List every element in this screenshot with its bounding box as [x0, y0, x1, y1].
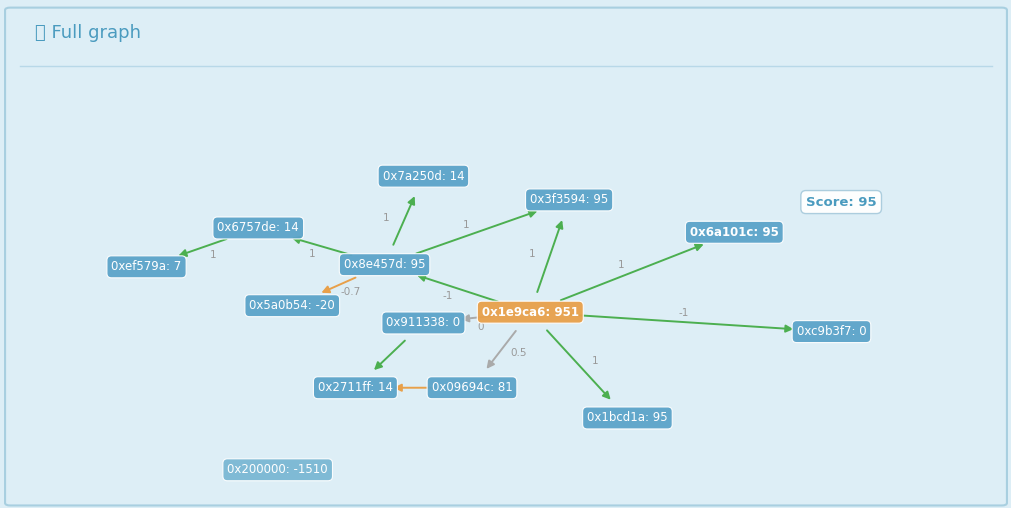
Text: 0x8e457d: 95: 0x8e457d: 95 — [344, 258, 425, 271]
Text: 1: 1 — [617, 260, 624, 270]
Text: 0: 0 — [477, 322, 483, 332]
Text: -1: -1 — [677, 308, 687, 318]
Text: 0xef579a: 7: 0xef579a: 7 — [111, 260, 182, 273]
Text: 0x3f3594: 95: 0x3f3594: 95 — [530, 194, 608, 206]
Text: -0.7: -0.7 — [340, 287, 360, 297]
Text: 0x1bcd1a: 95: 0x1bcd1a: 95 — [586, 411, 667, 425]
Text: 1: 1 — [463, 220, 469, 230]
Text: 0x2711ff: 14: 0x2711ff: 14 — [317, 381, 392, 394]
Text: 0x911338: 0: 0x911338: 0 — [386, 316, 460, 330]
Text: 1: 1 — [382, 213, 389, 224]
Text: Score: 95: Score: 95 — [805, 196, 876, 209]
Text: 1: 1 — [209, 250, 216, 260]
Text: 1: 1 — [528, 249, 535, 260]
Text: 0x6757de: 14: 0x6757de: 14 — [217, 221, 299, 235]
Text: 葵 Full graph: 葵 Full graph — [35, 24, 142, 42]
Text: 1: 1 — [308, 249, 315, 259]
Text: 0x5a0b54: -20: 0x5a0b54: -20 — [249, 299, 335, 312]
Text: 0x7a250d: 14: 0x7a250d: 14 — [382, 170, 464, 183]
Text: 0x1e9ca6: 951: 0x1e9ca6: 951 — [481, 306, 578, 319]
Text: 0xc9b3f7: 0: 0xc9b3f7: 0 — [796, 325, 865, 338]
Text: 1: 1 — [591, 356, 599, 366]
Text: -1: -1 — [442, 291, 452, 301]
Text: 0x09694c: 81: 0x09694c: 81 — [432, 381, 512, 394]
Text: 0.5: 0.5 — [510, 348, 526, 358]
Text: 0x200000: -1510: 0x200000: -1510 — [227, 463, 328, 477]
Text: 0x6a101c: 95: 0x6a101c: 95 — [690, 226, 778, 239]
